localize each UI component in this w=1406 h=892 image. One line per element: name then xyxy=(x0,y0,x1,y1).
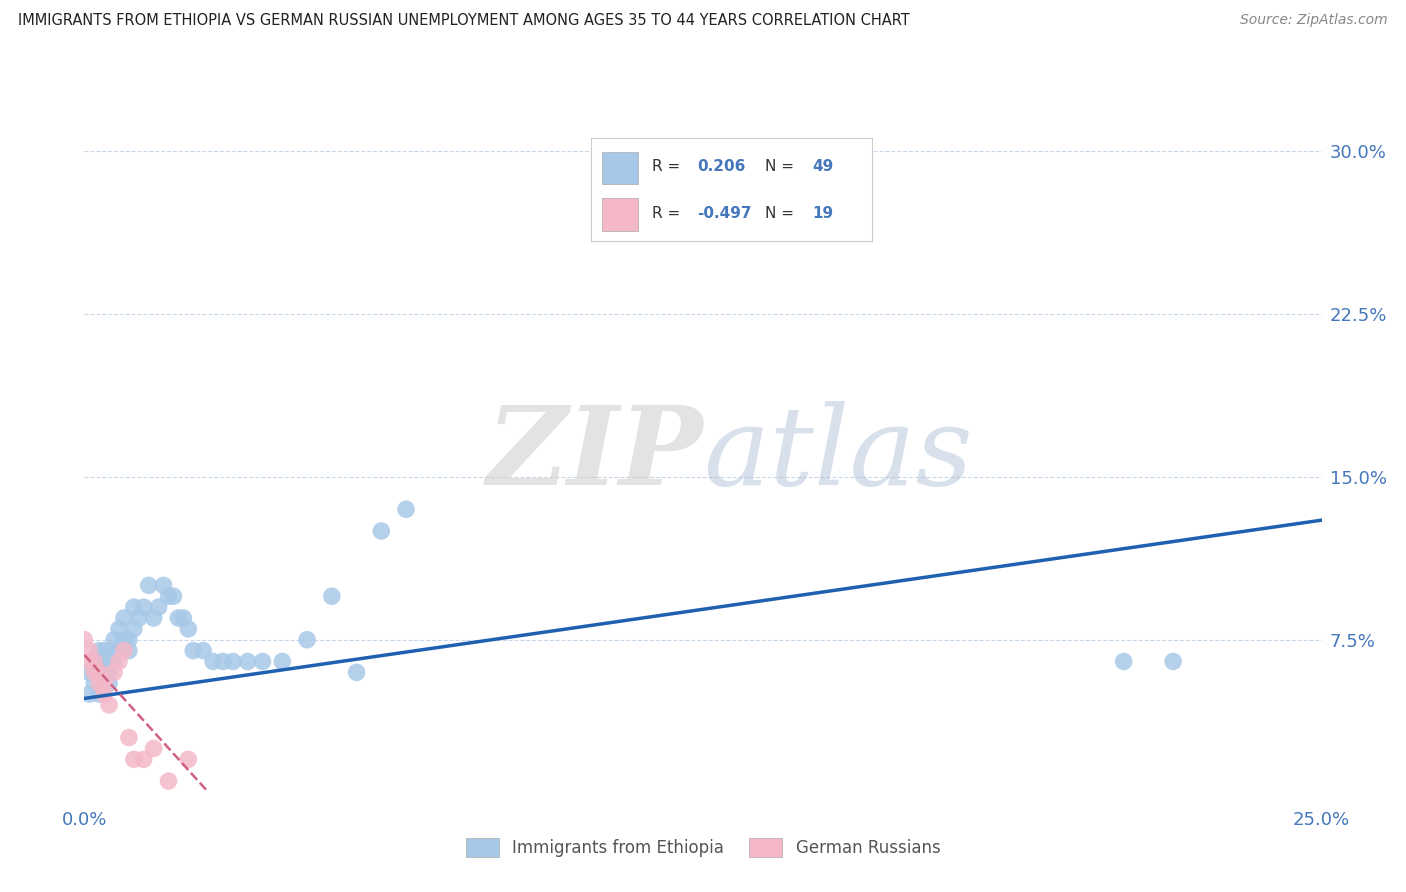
Text: 49: 49 xyxy=(813,160,834,175)
Point xyxy=(142,741,165,756)
Point xyxy=(93,665,115,680)
Point xyxy=(202,655,225,669)
Point xyxy=(108,655,131,669)
Point xyxy=(73,632,96,647)
Point xyxy=(395,502,418,516)
Point xyxy=(103,632,125,647)
Text: IMMIGRANTS FROM ETHIOPIA VS GERMAN RUSSIAN UNEMPLOYMENT AMONG AGES 35 TO 44 YEAR: IMMIGRANTS FROM ETHIOPIA VS GERMAN RUSSI… xyxy=(18,13,910,29)
Point xyxy=(191,643,214,657)
Point xyxy=(98,676,121,690)
Point xyxy=(236,655,259,669)
Text: R =: R = xyxy=(652,160,686,175)
Point xyxy=(118,643,141,657)
Bar xyxy=(602,152,638,185)
Text: R =: R = xyxy=(652,206,686,220)
Point xyxy=(93,676,115,690)
Point xyxy=(172,611,194,625)
Point xyxy=(222,655,245,669)
Point xyxy=(142,611,165,625)
Point xyxy=(83,655,105,669)
Point xyxy=(108,622,131,636)
Point xyxy=(157,589,180,603)
Text: Source: ZipAtlas.com: Source: ZipAtlas.com xyxy=(1240,13,1388,28)
Point xyxy=(83,665,105,680)
Point xyxy=(617,209,640,223)
Point xyxy=(346,665,368,680)
Point xyxy=(167,611,190,625)
Point xyxy=(370,524,392,538)
Point xyxy=(93,655,115,669)
Point xyxy=(79,643,101,657)
Point xyxy=(89,687,111,701)
Text: 0.206: 0.206 xyxy=(697,160,745,175)
Point xyxy=(112,611,135,625)
Point xyxy=(89,665,111,680)
Point xyxy=(128,611,150,625)
Point xyxy=(148,600,170,615)
Point xyxy=(98,643,121,657)
Point xyxy=(122,600,145,615)
Point xyxy=(83,655,105,669)
Point xyxy=(252,655,274,669)
Text: atlas: atlas xyxy=(703,401,973,508)
Point xyxy=(122,752,145,766)
Point xyxy=(118,632,141,647)
Text: -0.497: -0.497 xyxy=(697,206,752,220)
Point xyxy=(89,676,111,690)
Point xyxy=(132,752,155,766)
Point xyxy=(79,687,101,701)
Point xyxy=(89,665,111,680)
Point xyxy=(177,752,200,766)
Point xyxy=(118,731,141,745)
Bar xyxy=(602,198,638,230)
Point xyxy=(108,643,131,657)
Point xyxy=(212,655,235,669)
Point xyxy=(89,655,111,669)
Point xyxy=(112,643,135,657)
Point xyxy=(181,643,204,657)
Legend: Immigrants from Ethiopia, German Russians: Immigrants from Ethiopia, German Russian… xyxy=(458,831,948,864)
Point xyxy=(157,774,180,789)
Point xyxy=(79,655,101,669)
Point xyxy=(103,643,125,657)
Point xyxy=(152,578,174,592)
Point xyxy=(321,589,343,603)
Text: 19: 19 xyxy=(813,206,834,220)
Point xyxy=(93,643,115,657)
Point xyxy=(138,578,160,592)
Point xyxy=(79,665,101,680)
Point xyxy=(122,622,145,636)
Point xyxy=(295,632,318,647)
Point xyxy=(89,643,111,657)
Point xyxy=(103,665,125,680)
Point xyxy=(162,589,184,603)
Point xyxy=(271,655,294,669)
Point xyxy=(103,655,125,669)
Point xyxy=(98,665,121,680)
Text: N =: N = xyxy=(765,160,799,175)
Point xyxy=(98,655,121,669)
Text: ZIP: ZIP xyxy=(486,401,703,508)
Point xyxy=(177,622,200,636)
Point xyxy=(93,687,115,701)
Point xyxy=(112,632,135,647)
Point xyxy=(1161,655,1184,669)
Point xyxy=(1112,655,1135,669)
Text: N =: N = xyxy=(765,206,799,220)
Point xyxy=(83,665,105,680)
Point xyxy=(132,600,155,615)
Point xyxy=(98,698,121,712)
Point xyxy=(83,676,105,690)
